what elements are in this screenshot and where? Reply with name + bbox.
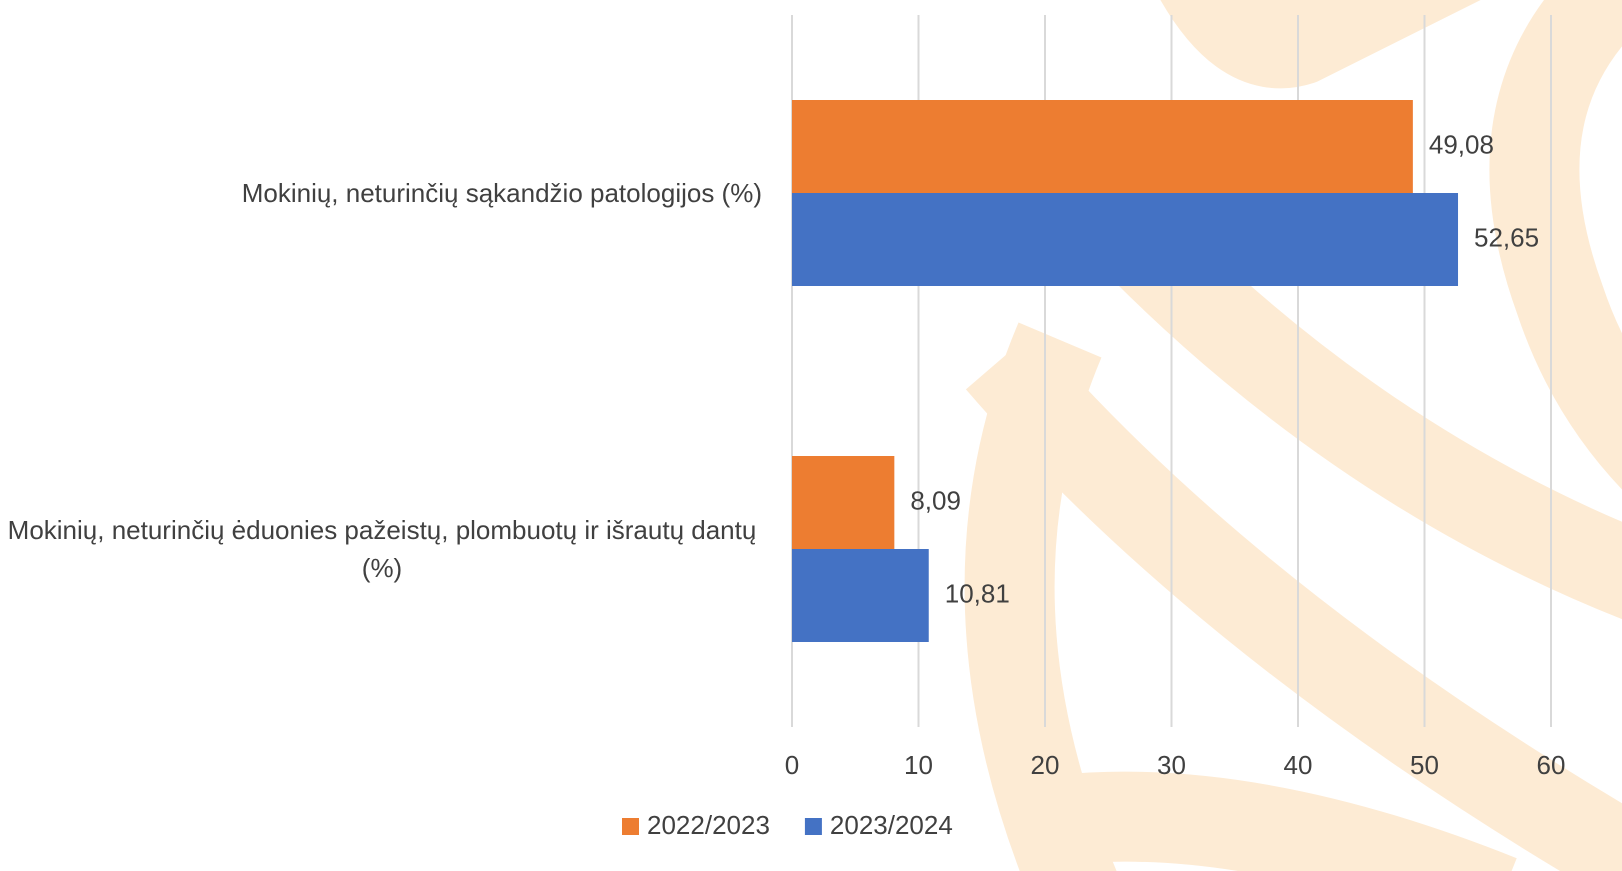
legend-label: 2022/2023: [647, 810, 770, 840]
data-label: 52,65: [1474, 222, 1539, 252]
x-tick-label: 30: [1157, 750, 1186, 780]
plot-area: 0 10 20 30 40 50 60 49,08 52,65 8,09 10,81 2022/202…: [622, 15, 1565, 840]
x-tick-label: 60: [1537, 750, 1566, 780]
category-text: Mokinių, neturinčių sąkandžio patologijo…: [241, 178, 762, 208]
bar: [792, 100, 1413, 193]
category-text: Mokinių, neturinčių ėduonies pažeistų, p…: [7, 515, 757, 583]
legend-label: 2023/2024: [830, 810, 953, 840]
x-tick-label: 0: [785, 750, 799, 780]
x-tick-label: 50: [1410, 750, 1439, 780]
data-label: 8,09: [910, 485, 961, 515]
x-tick-label: 20: [1031, 750, 1060, 780]
data-label: 49,08: [1429, 129, 1494, 159]
x-tick-label: 10: [904, 750, 933, 780]
data-label: 10,81: [945, 578, 1010, 608]
legend-swatch: [622, 818, 639, 835]
bar: [792, 456, 895, 549]
category-label: Mokinių, neturinčių sąkandžio patologijo…: [2, 174, 762, 212]
category-label: Mokinių, neturinčių ėduonies pažeistų, p…: [2, 511, 762, 587]
bar: [792, 549, 929, 642]
bar: [792, 193, 1459, 286]
x-tick-label: 40: [1284, 750, 1313, 780]
legend-swatch: [804, 818, 822, 835]
